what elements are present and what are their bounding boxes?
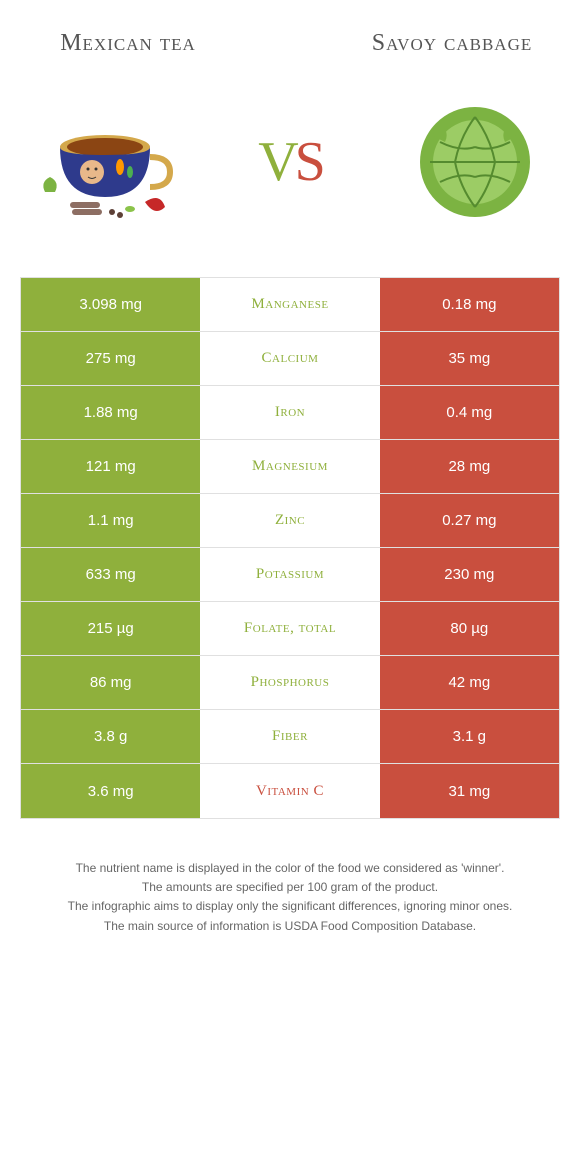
table-row: 3.098 mgManganese0.18 mg — [21, 278, 559, 332]
footer-line: The infographic aims to display only the… — [20, 897, 560, 916]
left-value-cell: 3.8 g — [21, 710, 200, 763]
table-row: 3.8 gFiber3.1 g — [21, 710, 559, 764]
left-value-cell: 275 mg — [21, 332, 200, 385]
table-row: 215 µgFolate, total80 µg — [21, 602, 559, 656]
footer-notes: The nutrient name is displayed in the co… — [20, 859, 560, 936]
table-row: 121 mgMagnesium28 mg — [21, 440, 559, 494]
footer-line: The amounts are specified per 100 gram o… — [20, 878, 560, 897]
right-value-cell: 28 mg — [380, 440, 559, 493]
left-value-cell: 633 mg — [21, 548, 200, 601]
right-value-cell: 80 µg — [380, 602, 559, 655]
left-value-cell: 1.88 mg — [21, 386, 200, 439]
right-value-cell: 230 mg — [380, 548, 559, 601]
table-row: 275 mgCalcium35 mg — [21, 332, 559, 386]
nutrient-name-cell: Potassium — [200, 548, 379, 601]
footer-line: The nutrient name is displayed in the co… — [20, 859, 560, 878]
table-row: 1.1 mgZinc0.27 mg — [21, 494, 559, 548]
table-row: 633 mgPotassium230 mg — [21, 548, 559, 602]
right-food-title: Savoy cabbage — [344, 30, 560, 57]
left-value-cell: 3.6 mg — [21, 764, 200, 818]
table-row: 3.6 mgVitamin C31 mg — [21, 764, 559, 818]
nutrient-name-cell: Vitamin C — [200, 764, 379, 818]
right-value-cell: 0.27 mg — [380, 494, 559, 547]
footer-line: The main source of information is USDA F… — [20, 917, 560, 936]
header: Mexican tea Savoy cabbage — [20, 30, 560, 57]
left-food-title: Mexican tea — [20, 30, 236, 57]
right-value-cell: 35 mg — [380, 332, 559, 385]
left-value-cell: 1.1 mg — [21, 494, 200, 547]
nutrient-name-cell: Magnesium — [200, 440, 379, 493]
left-value-cell: 3.098 mg — [21, 278, 200, 331]
nutrient-name-cell: Fiber — [200, 710, 379, 763]
vs-label: VS — [258, 130, 322, 194]
right-value-cell: 3.1 g — [380, 710, 559, 763]
table-row: 1.88 mgIron0.4 mg — [21, 386, 559, 440]
nutrient-name-cell: Zinc — [200, 494, 379, 547]
left-value-cell: 86 mg — [21, 656, 200, 709]
nutrient-name-cell: Manganese — [200, 278, 379, 331]
right-value-cell: 42 mg — [380, 656, 559, 709]
nutrient-name-cell: Folate, total — [200, 602, 379, 655]
nutrient-table: 3.098 mgManganese0.18 mg275 mgCalcium35 … — [20, 277, 560, 819]
nutrient-name-cell: Phosphorus — [200, 656, 379, 709]
nutrient-name-cell: Iron — [200, 386, 379, 439]
right-value-cell: 31 mg — [380, 764, 559, 818]
vs-s-letter: S — [295, 131, 322, 193]
nutrient-name-cell: Calcium — [200, 332, 379, 385]
left-value-cell: 215 µg — [21, 602, 200, 655]
right-value-cell: 0.18 mg — [380, 278, 559, 331]
right-food-image — [400, 87, 550, 237]
left-food-image — [30, 87, 180, 237]
images-row: VS — [20, 87, 560, 237]
left-value-cell: 121 mg — [21, 440, 200, 493]
table-row: 86 mgPhosphorus42 mg — [21, 656, 559, 710]
right-value-cell: 0.4 mg — [380, 386, 559, 439]
vs-v-letter: V — [258, 131, 294, 193]
